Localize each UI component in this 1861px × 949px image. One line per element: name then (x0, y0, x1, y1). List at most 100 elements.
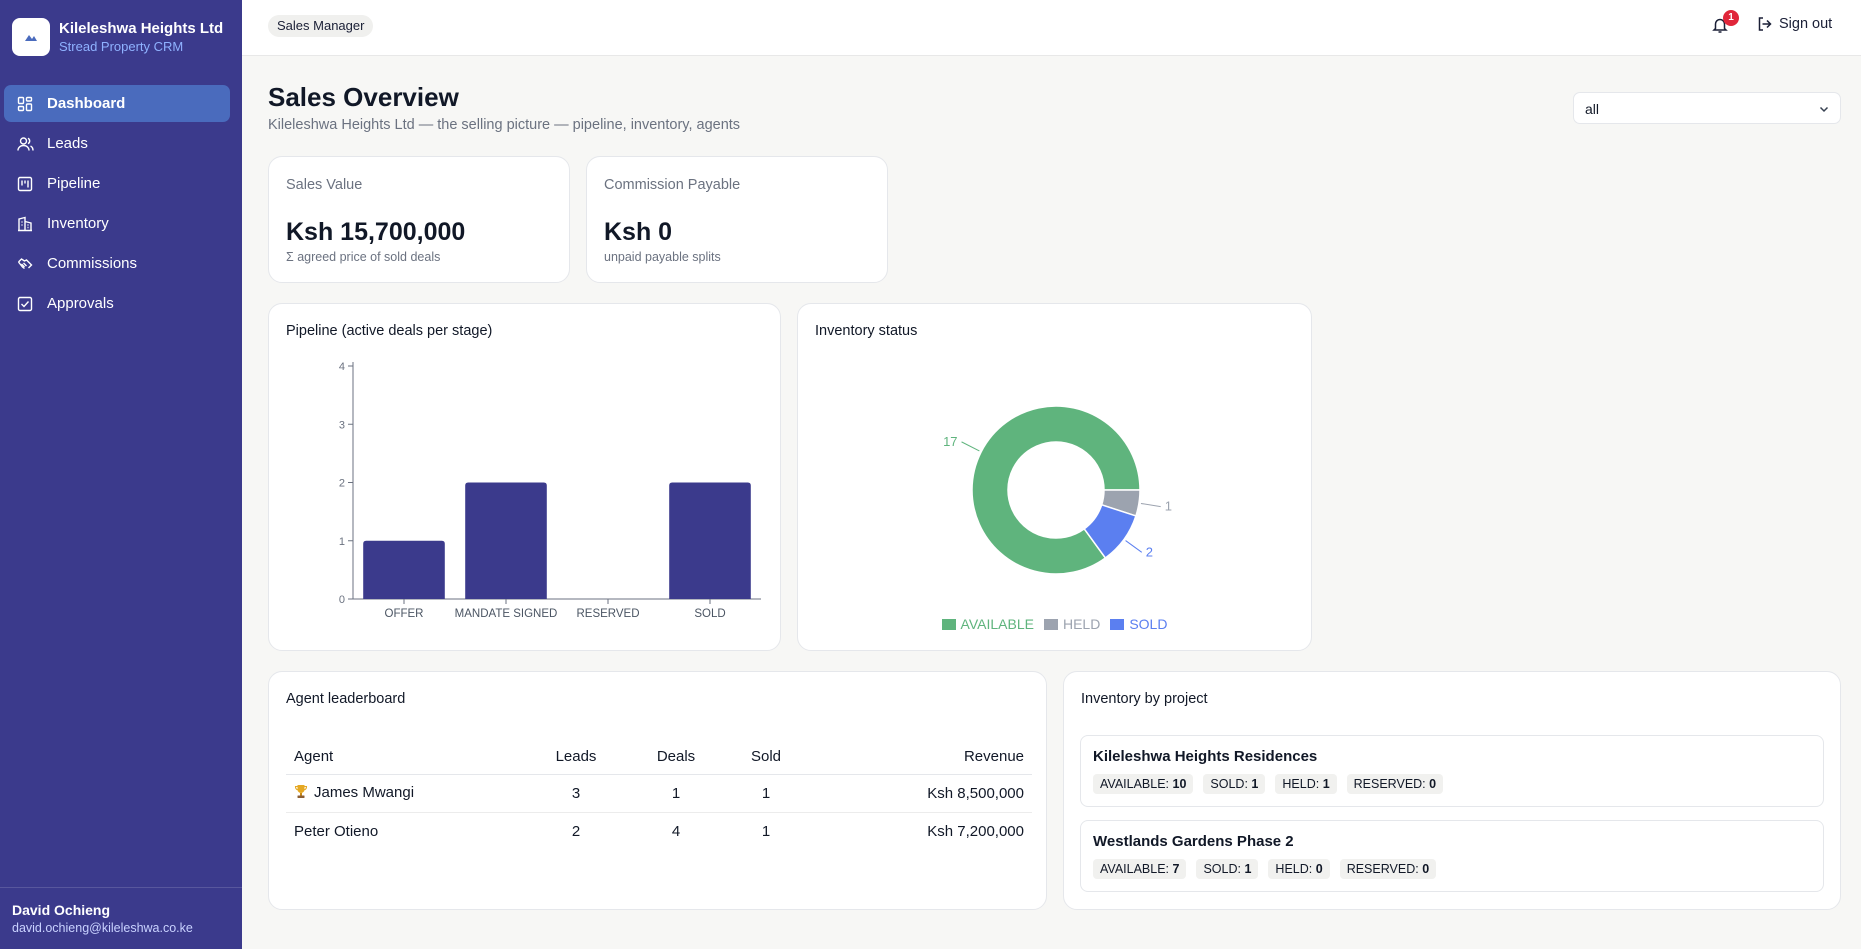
sold-chip: SOLD: 1 (1203, 774, 1266, 794)
available-chip: AVAILABLE: 10 (1093, 774, 1194, 794)
legend-item-available: AVAILABLE (941, 616, 1034, 632)
legend-label: HELD (1062, 616, 1101, 632)
page-title: Sales Overview (268, 82, 459, 112)
slice-value-label: 17 (943, 434, 957, 449)
users-icon (16, 135, 34, 153)
x-tick-label: OFFER (385, 608, 424, 620)
column-header: Deals (626, 740, 726, 775)
column-header: Sold (726, 740, 806, 775)
legend-swatch (941, 618, 956, 630)
kpi-value: Ksh 15,700,000 (286, 218, 466, 246)
sidebar-item-leads[interactable]: Leads (4, 125, 230, 162)
column-header: Agent (286, 740, 526, 775)
deals-cell: 1 (626, 774, 726, 813)
revenue-cell: Ksh 7,200,000 (927, 822, 1024, 840)
project-name: Westlands Gardens Phase 2 (1093, 833, 1294, 850)
slice-leader-line (961, 441, 980, 452)
sign-out-icon (1758, 17, 1772, 31)
agent-leaderboard-card: Agent leaderboard Agent Leads Deals Sold… (268, 671, 1047, 910)
kpi-note: unpaid payable splits (604, 250, 721, 264)
deals-cell: 4 (671, 822, 681, 840)
sold-cell: 1 (726, 774, 806, 813)
leaderboard-title: Agent leaderboard (286, 691, 406, 707)
projects-title: Inventory by project (1081, 691, 1208, 707)
checkbox-icon (16, 295, 34, 313)
table-header-row: Agent Leads Deals Sold Revenue (286, 740, 1032, 775)
inventory-chart-card: Inventory status 17 1 2 AVAILABLE HELD SOLD (797, 303, 1312, 651)
mountain-icon (25, 35, 37, 41)
bell-icon (1712, 18, 1728, 33)
pipeline-bar-chart: 0 1 2 3 4 OFFER MANDATE SIGNED RESERVED SOLD (339, 361, 761, 620)
column-header: Leads (526, 740, 626, 775)
sidebar-item-label: Approvals (47, 295, 114, 312)
leads-cell: 2 (571, 822, 581, 840)
bar-offer (363, 540, 445, 599)
agent-name: James Mwangi (314, 783, 415, 801)
table-row: James Mwangi 3 1 1 Ksh 8,500,000 (286, 774, 1032, 813)
kanban-icon (16, 175, 34, 193)
slice-available (971, 405, 1141, 575)
sidebar-nav: Dashboard Leads Pipeline Inventory Commi… (4, 85, 230, 325)
slice-sold (1083, 503, 1137, 560)
chart-legend: AVAILABLE HELD SOLD (798, 616, 1311, 632)
trophy-icon (294, 784, 308, 803)
slice-value-label: 1 (1165, 499, 1172, 514)
x-tick-label: MANDATE SIGNED (455, 608, 558, 620)
project-item[interactable]: Kileleshwa Heights Residences AVAILABLE:… (1080, 735, 1824, 807)
chart-title: Inventory status (815, 323, 918, 339)
sign-out-button[interactable]: Sign out (1757, 16, 1832, 32)
bar-sold (669, 482, 751, 599)
reserved-chip: RESERVED: 0 (1346, 774, 1444, 794)
slice-leader-line (1140, 502, 1161, 508)
available-chip: AVAILABLE: 7 (1093, 859, 1187, 879)
brand-logo (12, 18, 50, 56)
kpi-card-sales-value: Sales Value Ksh 15,700,000 Σ agreed pric… (268, 156, 570, 283)
project-item[interactable]: Westlands Gardens Phase 2 AVAILABLE: 7 S… (1080, 820, 1824, 892)
chevron-down-icon (1818, 102, 1830, 120)
page-subtitle: Kileleshwa Heights Ltd — the selling pic… (268, 117, 741, 133)
project-filter-select[interactable]: all (1573, 92, 1841, 124)
handshake-icon (16, 255, 34, 273)
sidebar-item-approvals[interactable]: Approvals (4, 285, 230, 322)
column-header: Revenue (806, 740, 1032, 775)
legend-label: AVAILABLE (960, 616, 1034, 632)
leads-cell: 3 (526, 774, 626, 813)
sidebar-item-label: Inventory (47, 215, 109, 232)
legend-swatch (1043, 618, 1058, 630)
legend-label: SOLD (1129, 616, 1168, 632)
sidebar-item-commissions[interactable]: Commissions (4, 245, 230, 282)
topbar: Sales Manager 1 Sign out (242, 0, 1861, 56)
user-block[interactable]: David Ochieng david.ochieng@kileleshwa.c… (0, 887, 242, 949)
legend-item-sold: SOLD (1110, 616, 1167, 632)
user-name: David Ochieng (12, 902, 111, 918)
sidebar-item-inventory[interactable]: Inventory (4, 205, 230, 242)
user-email: david.ochieng@kileleshwa.co.ke (12, 921, 193, 935)
sold-chip: SOLD: 1 (1196, 859, 1259, 879)
project-name: Kileleshwa Heights Residences (1093, 748, 1318, 765)
held-chip: HELD: 1 (1275, 774, 1337, 794)
sidebar-item-dashboard[interactable]: Dashboard (4, 85, 230, 122)
legend-item-held: HELD (1043, 616, 1101, 632)
y-tick-label: 1 (339, 536, 345, 548)
brand-subtitle: Stread Property CRM (59, 39, 184, 54)
sidebar-item-pipeline[interactable]: Pipeline (4, 165, 230, 202)
agent-cell: James Mwangi (286, 774, 526, 813)
slice-value-label: 2 (1146, 544, 1153, 559)
brand-name: Kileleshwa Heights Ltd (59, 20, 224, 37)
x-tick-label: SOLD (694, 608, 725, 620)
kpi-value: Ksh 0 (604, 218, 673, 246)
chart-title: Pipeline (active deals per stage) (286, 323, 493, 339)
sidebar: Kileleshwa Heights Ltd Stread Property C… (0, 0, 242, 949)
revenue-cell: Ksh 8,500,000 (806, 774, 1032, 813)
kpi-label: Sales Value (286, 177, 363, 193)
y-tick-label: 0 (339, 594, 345, 606)
leaderboard-table: Agent Leads Deals Sold Revenue James Mwa… (286, 740, 1032, 850)
notifications-button[interactable]: 1 (1711, 10, 1739, 36)
sign-out-label: Sign out (1779, 16, 1833, 32)
reserved-chip: RESERVED: 0 (1339, 859, 1437, 879)
bar-mandate-signed (465, 482, 547, 599)
sidebar-item-label: Dashboard (47, 95, 126, 112)
project-filter-value: all (1585, 101, 1600, 117)
sidebar-item-label: Commissions (47, 255, 138, 272)
